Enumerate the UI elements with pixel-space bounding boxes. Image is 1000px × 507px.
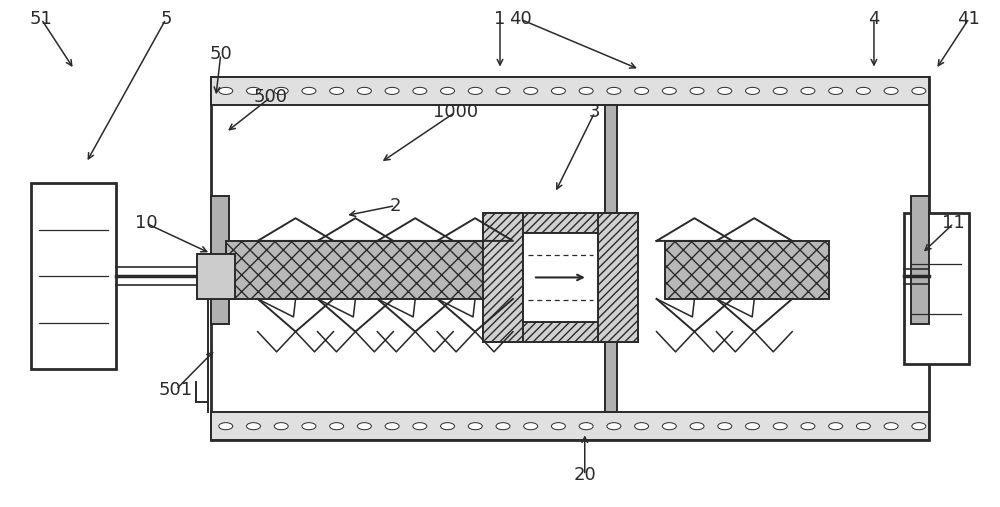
- Bar: [911, 196, 929, 324]
- Circle shape: [635, 87, 649, 94]
- Circle shape: [247, 87, 260, 94]
- Circle shape: [773, 87, 787, 94]
- Circle shape: [607, 87, 621, 94]
- Circle shape: [496, 423, 510, 430]
- Circle shape: [524, 87, 538, 94]
- Circle shape: [468, 87, 482, 94]
- Circle shape: [884, 423, 898, 430]
- Bar: [211, 412, 929, 440]
- Circle shape: [441, 423, 455, 430]
- Bar: [605, 105, 617, 412]
- Circle shape: [247, 423, 260, 430]
- Text: 40: 40: [509, 10, 531, 28]
- Circle shape: [607, 423, 621, 430]
- Bar: [197, 254, 235, 299]
- Text: 501: 501: [159, 381, 193, 399]
- Circle shape: [773, 423, 787, 430]
- Circle shape: [718, 87, 732, 94]
- Circle shape: [856, 87, 870, 94]
- Circle shape: [274, 423, 288, 430]
- Circle shape: [274, 87, 288, 94]
- Bar: [665, 241, 829, 299]
- Text: 50: 50: [209, 45, 232, 63]
- Circle shape: [829, 87, 843, 94]
- Circle shape: [690, 423, 704, 430]
- Circle shape: [524, 423, 538, 430]
- Text: 11: 11: [942, 214, 965, 232]
- Text: 41: 41: [957, 10, 980, 28]
- Circle shape: [413, 87, 427, 94]
- Circle shape: [330, 423, 344, 430]
- Circle shape: [579, 423, 593, 430]
- Circle shape: [219, 87, 233, 94]
- Circle shape: [829, 423, 843, 430]
- Circle shape: [718, 423, 732, 430]
- Circle shape: [413, 423, 427, 430]
- Circle shape: [884, 87, 898, 94]
- Circle shape: [468, 423, 482, 430]
- Circle shape: [690, 87, 704, 94]
- Circle shape: [746, 423, 759, 430]
- Bar: [211, 77, 929, 105]
- Circle shape: [635, 423, 649, 430]
- Bar: [226, 241, 535, 299]
- Text: 20: 20: [573, 466, 596, 484]
- Bar: [523, 233, 598, 321]
- Circle shape: [801, 423, 815, 430]
- Bar: [483, 321, 638, 342]
- Circle shape: [302, 423, 316, 430]
- Bar: [211, 77, 929, 440]
- Circle shape: [219, 423, 233, 430]
- Circle shape: [385, 423, 399, 430]
- Text: 5: 5: [160, 10, 172, 28]
- Circle shape: [357, 423, 371, 430]
- Bar: [31, 183, 116, 370]
- Text: 4: 4: [868, 10, 880, 28]
- Circle shape: [441, 87, 455, 94]
- Circle shape: [357, 87, 371, 94]
- Circle shape: [801, 87, 815, 94]
- Circle shape: [302, 87, 316, 94]
- Text: 51: 51: [30, 10, 53, 28]
- Text: 500: 500: [254, 88, 288, 106]
- Text: 2: 2: [390, 197, 401, 214]
- Circle shape: [912, 87, 926, 94]
- Circle shape: [662, 87, 676, 94]
- Bar: [598, 213, 638, 342]
- Circle shape: [496, 87, 510, 94]
- Text: 10: 10: [135, 214, 157, 232]
- Circle shape: [385, 87, 399, 94]
- Bar: [211, 196, 229, 324]
- Text: 1000: 1000: [433, 103, 478, 121]
- Circle shape: [856, 423, 870, 430]
- Circle shape: [551, 423, 565, 430]
- Text: 3: 3: [589, 103, 600, 121]
- Text: 1: 1: [494, 10, 506, 28]
- Bar: [483, 213, 523, 342]
- Circle shape: [746, 87, 759, 94]
- Circle shape: [662, 423, 676, 430]
- Circle shape: [551, 87, 565, 94]
- Circle shape: [330, 87, 344, 94]
- Bar: [483, 213, 638, 233]
- Bar: [904, 213, 969, 365]
- Circle shape: [912, 423, 926, 430]
- Circle shape: [579, 87, 593, 94]
